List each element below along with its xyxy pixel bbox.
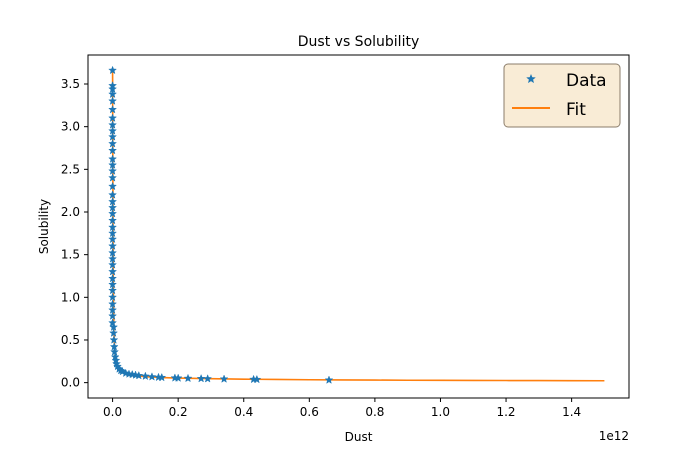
x-tick-label: 1.2 (496, 405, 515, 419)
data-point (108, 145, 118, 155)
data-point (147, 372, 157, 381)
x-tick-label: 1.0 (431, 405, 450, 419)
legend-star-mark (526, 73, 536, 84)
data-point (203, 374, 213, 383)
data-series (108, 65, 334, 384)
data-point (110, 347, 120, 356)
y-tick-label: 2.0 (61, 205, 80, 219)
data-point (173, 373, 183, 382)
data-point (252, 374, 262, 384)
chart-title: Dust vs Solubility (298, 34, 419, 50)
data-point (157, 372, 167, 382)
y-tick-label: 0.0 (61, 376, 80, 390)
y-tick-label: 3.5 (61, 77, 80, 91)
data-point (108, 241, 118, 250)
data-point (108, 208, 118, 218)
data-point (108, 285, 118, 295)
x-tick-label: 1.4 (562, 405, 581, 419)
y-tick-label: 2.5 (61, 162, 80, 176)
y-axis: 0.0 0.5 1.0 1.5 2.0 2.5 3.0 3.5 (61, 77, 88, 390)
data-point (108, 311, 118, 320)
data-point (108, 181, 118, 191)
data-point (108, 318, 118, 327)
data-point (140, 371, 150, 381)
data-point (108, 234, 118, 244)
data-point (109, 328, 119, 337)
data-point (219, 374, 229, 383)
data-point (108, 215, 118, 225)
data-point (108, 260, 118, 269)
x-axis-label: Dust (345, 430, 373, 444)
data-point (108, 132, 118, 141)
legend-fit-label: Fit (566, 100, 586, 120)
data-point (108, 166, 118, 175)
x-tick-label: 0.4 (234, 405, 253, 419)
data-point (108, 89, 118, 99)
y-tick-label: 1.5 (61, 248, 80, 262)
y-tick-label: 1.0 (61, 290, 80, 304)
data-point (108, 292, 118, 302)
data-point (183, 373, 193, 383)
data-point (108, 113, 118, 122)
data-point (108, 104, 118, 114)
data-point (324, 375, 334, 384)
x-tick-label: 0.6 (300, 405, 319, 419)
legend-data-marker-icon (526, 73, 536, 84)
data-point (108, 190, 118, 199)
legend-data-label: Data (566, 71, 607, 91)
x-tick-label: 0.8 (365, 405, 384, 419)
y-tick-label: 3.0 (61, 120, 80, 134)
y-tick-label: 0.5 (61, 333, 80, 347)
data-point (108, 267, 118, 276)
x-tick-label: 0.0 (103, 405, 122, 419)
data-point (134, 370, 144, 380)
legend: Data Fit (503, 63, 621, 128)
x-offset-label: 1e12 (599, 429, 629, 443)
data-point (108, 96, 118, 105)
data-point (109, 335, 119, 344)
data-point (108, 139, 118, 148)
data-point (108, 65, 118, 75)
x-tick-label: 0.2 (169, 405, 188, 419)
y-axis-label: Solubility (37, 199, 51, 254)
x-axis: 0.0 0.2 0.4 0.6 0.8 1.0 1.2 1.4 (103, 398, 581, 419)
plot-frame (87, 54, 630, 399)
data-point (108, 173, 118, 182)
